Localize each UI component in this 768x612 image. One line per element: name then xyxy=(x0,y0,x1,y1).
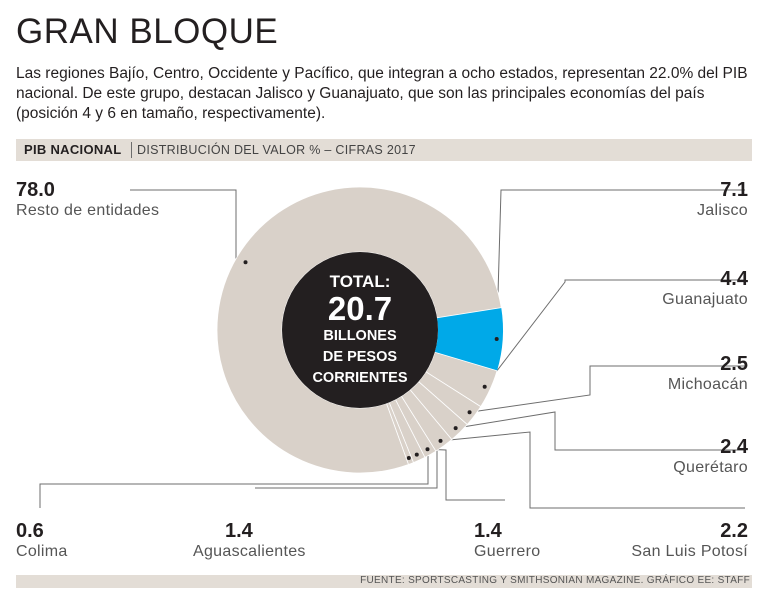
leader-line xyxy=(484,279,745,388)
label-guerrero: 1.4 Guerrero xyxy=(474,520,540,561)
value-label: 1.4 xyxy=(225,520,253,542)
label-guanajuato: 4.4 Guanajuato xyxy=(662,268,748,309)
leader-line xyxy=(469,365,745,413)
category-label: Querétaro xyxy=(673,459,748,476)
leader-dot xyxy=(482,384,487,389)
chart-center-circle xyxy=(282,252,438,408)
center-total-value: 20.7 xyxy=(327,290,393,327)
category-label: Michoacán xyxy=(667,376,748,393)
category-label: Guerrero xyxy=(474,543,541,560)
subheader-divider xyxy=(131,142,132,158)
leader-dot xyxy=(414,452,419,457)
category-label: Jalisco xyxy=(696,202,748,219)
value-label: 2.5 xyxy=(720,353,748,375)
value-label: 2.4 xyxy=(720,436,748,458)
label-resto: 78.0 Resto de entidades xyxy=(16,179,159,220)
value-label: 4.4 xyxy=(720,268,748,290)
page-title: GRAN BLOQUE xyxy=(16,12,279,51)
leader-line xyxy=(440,431,745,509)
leader-lines xyxy=(39,189,745,509)
footer-bar xyxy=(16,575,752,588)
subheader-bar: PIB NACIONAL DISTRIBUCIÓN DEL VALOR % – … xyxy=(16,139,752,161)
leader-dot xyxy=(453,426,458,431)
chart-slices xyxy=(216,186,503,474)
category-label: San Luis Potosí xyxy=(631,543,748,560)
leader-line xyxy=(455,411,745,451)
subheader-description: DISTRIBUCIÓN DEL VALOR % – CIFRAS 2017 xyxy=(137,143,416,157)
slice-jalisco xyxy=(434,307,503,371)
label-jalisco: 7.1 Jalisco xyxy=(697,179,748,220)
leader-dot xyxy=(425,447,430,452)
subheader-label: PIB NACIONAL xyxy=(24,142,122,157)
chart-center-text: TOTAL: 20.7 BILLONES DE PESOS CORRIENTES xyxy=(290,272,430,389)
value-label: 1.4 xyxy=(474,520,502,542)
center-total-label: TOTAL: xyxy=(329,272,391,291)
value-label: 0.6 xyxy=(16,520,44,542)
intro-paragraph: Las regiones Bajío, Centro, Occidente y … xyxy=(16,65,748,122)
category-label: Guanajuato xyxy=(662,291,748,308)
label-aguascalientes: 1.4 Aguascalientes xyxy=(193,520,306,561)
source-credit: FUENTE: SPORTSCASTING Y SMITHSONIAN MAGA… xyxy=(360,575,750,586)
center-unit-1: BILLONES xyxy=(323,328,397,344)
center-unit-3: CORRIENTES xyxy=(312,370,408,386)
leader-dot xyxy=(406,456,411,461)
value-label: 78.0 xyxy=(16,179,55,201)
label-michoacan: 2.5 Michoacán xyxy=(668,353,748,394)
category-label: Colima xyxy=(16,543,68,560)
label-colima: 0.6 Colima xyxy=(16,520,68,561)
category-label: Aguascalientes xyxy=(193,543,306,560)
leader-dot xyxy=(467,410,472,415)
value-label: 7.1 xyxy=(720,179,748,201)
leader-line xyxy=(427,448,505,501)
label-queretaro: 2.4 Querétaro xyxy=(673,436,748,477)
value-label: 2.2 xyxy=(720,520,748,542)
leader-dot xyxy=(494,337,499,342)
leader-dots xyxy=(243,260,499,461)
category-label: Resto de entidades xyxy=(16,202,160,219)
leader-dot xyxy=(243,260,248,265)
leader-line xyxy=(496,189,745,340)
label-san-luis-potosi: 2.2 San Luis Potosí xyxy=(631,520,748,561)
center-unit-2: DE PESOS xyxy=(322,349,398,365)
leader-dot xyxy=(438,438,443,443)
